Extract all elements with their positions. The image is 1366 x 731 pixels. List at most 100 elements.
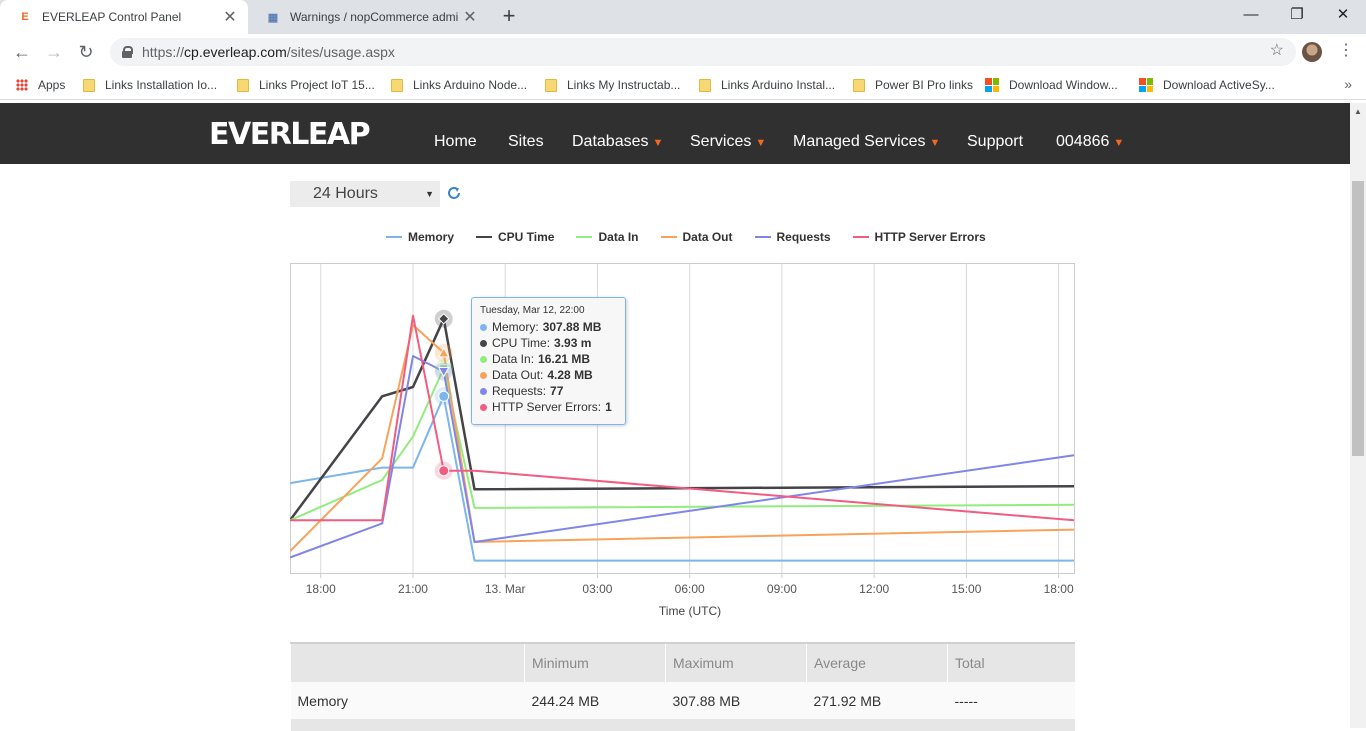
tooltip-value: 307.88 MB bbox=[542, 320, 602, 334]
legend-item-cpu-time[interactable]: CPU Time bbox=[476, 229, 554, 245]
x-tick-label: 21:00 bbox=[398, 582, 428, 596]
series-line-cpu-time bbox=[290, 317, 1075, 522]
scrollbar-thumb[interactable] bbox=[1352, 181, 1364, 456]
select-arrow-icon: ▼ bbox=[425, 189, 434, 199]
nav-home[interactable]: Home bbox=[434, 133, 477, 151]
tooltip-row: Data In:16.21 MB bbox=[480, 351, 617, 367]
microsoft-icon bbox=[985, 78, 999, 92]
minimize-icon[interactable]: — bbox=[1243, 6, 1259, 23]
caret-down-icon: ▼ bbox=[929, 137, 941, 149]
bookmark-item[interactable]: Links Installation Io... bbox=[83, 76, 217, 94]
close-tab-icon[interactable]: ✕ bbox=[223, 9, 237, 26]
caret-down-icon: ▼ bbox=[1113, 137, 1125, 149]
url-host: cp.everleap.com bbox=[184, 44, 287, 60]
page-scrollbar[interactable]: ▲ bbox=[1350, 103, 1366, 728]
bookmark-item[interactable]: Download ActiveSy... bbox=[1139, 76, 1275, 94]
cell-metric: Memory bbox=[290, 682, 525, 719]
nav-managed-services[interactable]: Managed Services ▼ bbox=[793, 133, 940, 151]
back-arrow-icon[interactable]: ← bbox=[13, 42, 31, 62]
series-dot-icon bbox=[480, 387, 487, 395]
legend-item-http-server-errors[interactable]: HTTP Server Errors bbox=[852, 229, 986, 245]
hover-marker-memory bbox=[438, 390, 450, 402]
nav-label: 004866 bbox=[1056, 133, 1110, 150]
nav-support[interactable]: Support bbox=[967, 133, 1023, 151]
hover-marker-data-out bbox=[437, 346, 450, 358]
bookmark-label: Apps bbox=[38, 78, 66, 92]
forward-arrow-icon[interactable]: → bbox=[45, 42, 63, 62]
bookmark-item[interactable]: Links Arduino Instal... bbox=[699, 76, 835, 94]
bookmark-label: Power BI Pro links bbox=[875, 78, 974, 92]
tab-everleap[interactable]: E EVERLEAP Control Panel ✕ bbox=[0, 0, 248, 34]
legend-swatch bbox=[476, 236, 493, 238]
url-scheme: https:// bbox=[142, 44, 185, 60]
bookmark-item[interactable]: Power BI Pro links bbox=[853, 76, 973, 94]
bookmark-star-icon[interactable]: ☆ bbox=[1269, 42, 1284, 59]
refresh-icon[interactable] bbox=[446, 185, 462, 201]
close-window-icon[interactable]: ✕ bbox=[1336, 6, 1350, 23]
folder-icon bbox=[699, 78, 711, 92]
nav-label: Services bbox=[690, 133, 752, 150]
legend-swatch bbox=[754, 236, 771, 238]
nopcommerce-favicon-icon: ▦ bbox=[267, 11, 279, 24]
nav-label: Home bbox=[434, 133, 477, 150]
new-tab-icon[interactable]: + bbox=[502, 3, 516, 28]
address-bar-row: ← → ↻ https://cp.everleap.com/sites/usag… bbox=[0, 34, 1366, 70]
folder-icon bbox=[237, 78, 249, 92]
usage-chart[interactable]: 18:00 21:00 13. Mar 03:00 06:00 09:00 12:00 15:… bbox=[290, 263, 1090, 623]
url-bar[interactable]: https://cp.everleap.com/sites/usage.aspx… bbox=[110, 38, 1296, 66]
legend-item-data-in[interactable]: Data In bbox=[576, 229, 639, 245]
apps-grid-icon bbox=[16, 79, 28, 91]
bookmark-label: Links Project IoT 15... bbox=[259, 78, 375, 92]
bookmarks-overflow-icon[interactable]: » bbox=[1344, 76, 1352, 92]
nav-sites[interactable]: Sites bbox=[508, 133, 544, 151]
legend-item-data-out[interactable]: Data Out bbox=[660, 229, 733, 245]
legend-item-memory[interactable]: Memory bbox=[386, 229, 454, 245]
header-average: Average bbox=[806, 642, 948, 682]
hover-marker-cpu-time bbox=[438, 313, 450, 325]
bookmark-item[interactable]: Download Window... bbox=[985, 76, 1118, 94]
folder-icon bbox=[545, 78, 557, 92]
series-line-requests bbox=[290, 355, 1075, 559]
chart-legend: Memory CPU Time Data In Data Out Request… bbox=[386, 229, 1008, 245]
time-range-select[interactable]: 24 Hours ▼ bbox=[290, 181, 440, 207]
nav-services[interactable]: Services ▼ bbox=[690, 133, 766, 151]
tooltip-label: Requests bbox=[492, 384, 543, 398]
reload-icon[interactable]: ↻ bbox=[78, 42, 94, 62]
nav-account[interactable]: 004866 ▼ bbox=[1056, 133, 1124, 151]
everleap-logo[interactable]: EVERLEAP bbox=[209, 117, 371, 152]
close-tab-icon[interactable]: ✕ bbox=[463, 9, 477, 26]
nav-databases[interactable]: Databases ▼ bbox=[572, 133, 663, 151]
hover-marker-requests bbox=[437, 367, 450, 378]
x-axis-label: Time (UTC) bbox=[659, 604, 721, 618]
table-row: Memory 244.24 MB 307.88 MB 271.92 MB ---… bbox=[290, 682, 1075, 719]
nav-label: Managed Services bbox=[793, 133, 926, 150]
header-maximum: Maximum bbox=[665, 642, 807, 682]
bookmark-label: Links My Instructab... bbox=[567, 78, 681, 92]
header-minimum: Minimum bbox=[524, 642, 666, 682]
profile-avatar[interactable] bbox=[1302, 42, 1322, 62]
bookmark-item[interactable]: Links Project IoT 15... bbox=[237, 76, 375, 94]
tab-nopcommerce[interactable]: ▦ Warnings / nopCommerce admin ✕ bbox=[248, 0, 488, 34]
series-dot-icon bbox=[480, 355, 487, 363]
bookmark-label: Links Arduino Instal... bbox=[721, 78, 836, 92]
tooltip-row: Memory:307.88 MB bbox=[480, 319, 617, 335]
url-path: /sites/usage.aspx bbox=[286, 44, 395, 60]
bookmark-apps[interactable]: Apps bbox=[16, 76, 65, 94]
legend-swatch bbox=[576, 236, 593, 238]
legend-label: HTTP Server Errors bbox=[874, 230, 986, 244]
tooltip-row: Requests:77 bbox=[480, 383, 617, 399]
legend-label: Requests bbox=[776, 230, 831, 244]
bookmark-item[interactable]: Links Arduino Node... bbox=[391, 76, 527, 94]
browser-menu-icon[interactable]: ⋮ bbox=[1338, 42, 1354, 59]
hover-marker-http-server-errors bbox=[438, 465, 450, 477]
nav-label: Databases bbox=[572, 133, 649, 150]
restore-icon[interactable]: ❐ bbox=[1290, 6, 1304, 23]
tab-title: EVERLEAP Control Panel bbox=[42, 10, 182, 24]
legend-label: Data In bbox=[598, 230, 639, 244]
series-line-memory bbox=[290, 395, 1074, 562]
legend-swatch bbox=[852, 236, 869, 238]
scroll-up-icon[interactable]: ▲ bbox=[1354, 107, 1362, 116]
bookmark-item[interactable]: Links My Instructab... bbox=[545, 76, 680, 94]
legend-item-requests[interactable]: Requests bbox=[754, 229, 831, 245]
tooltip-label: CPU Time bbox=[492, 336, 547, 350]
